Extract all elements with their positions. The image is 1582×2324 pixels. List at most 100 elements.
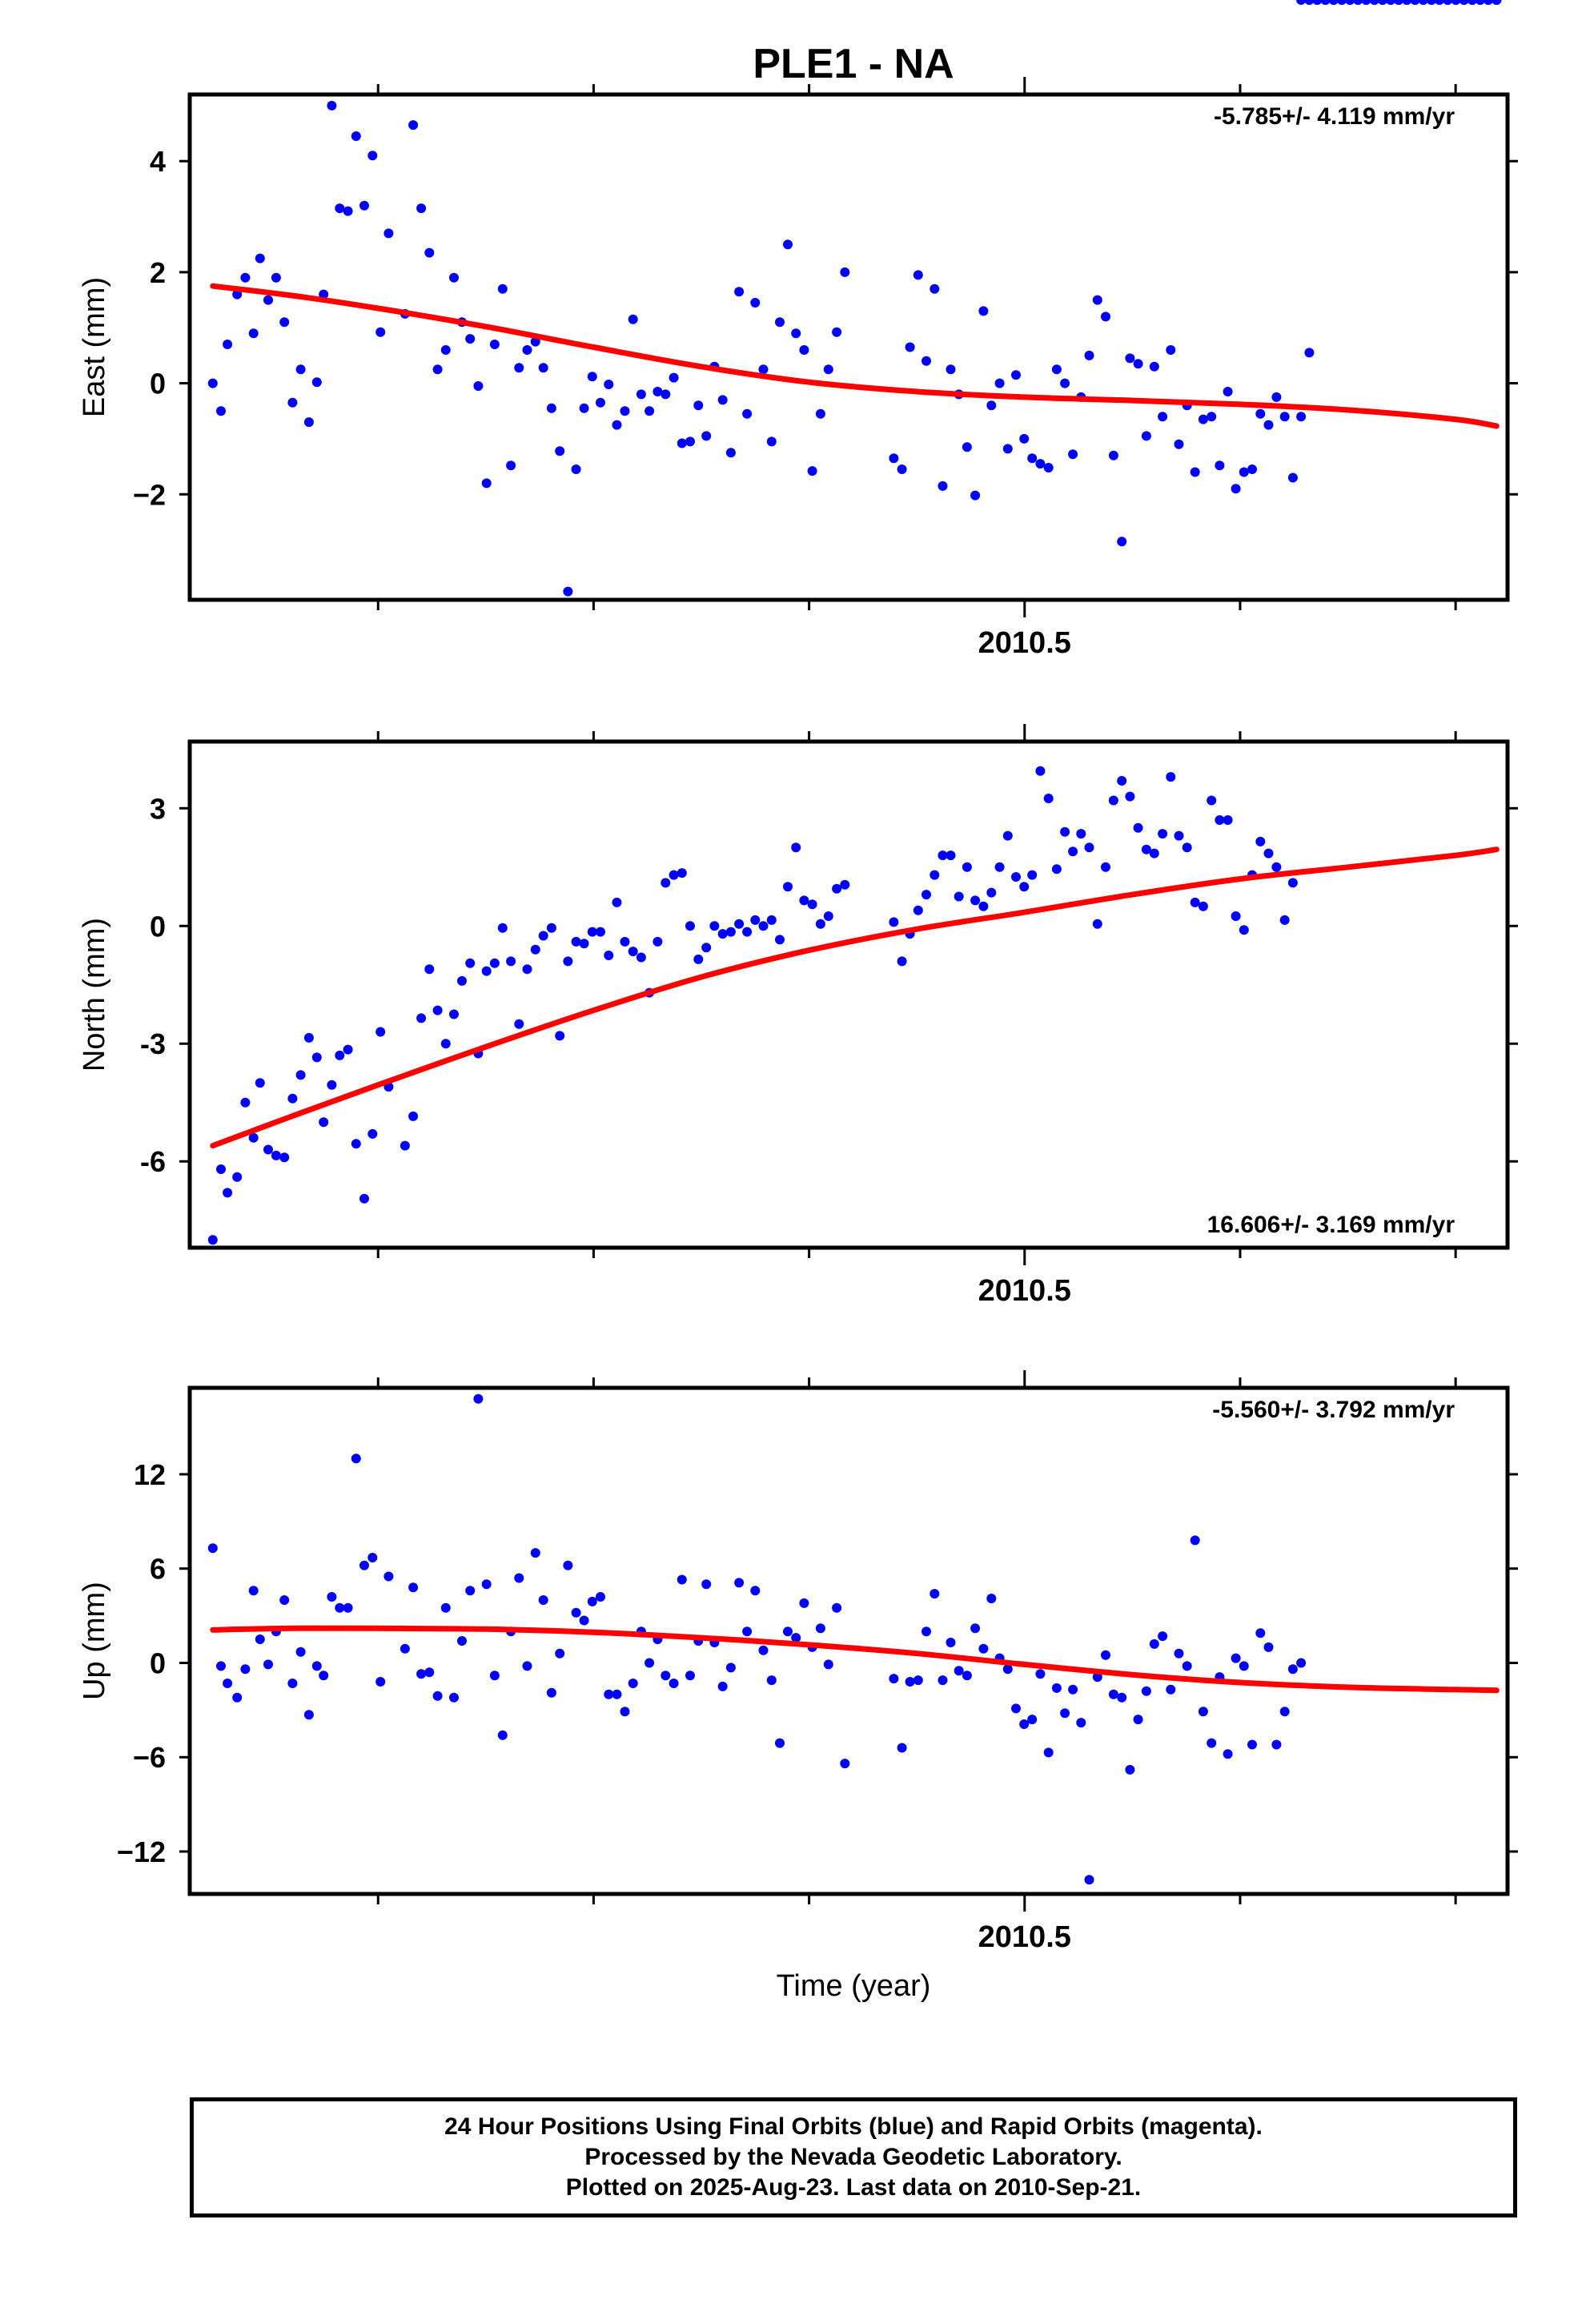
data-point xyxy=(1019,1719,1030,1729)
data-point xyxy=(1279,412,1290,422)
data-point xyxy=(775,317,785,328)
data-point xyxy=(563,586,573,597)
rate-label: 16.606+/- 3.169 mm/yr xyxy=(1207,1212,1456,1238)
data-point xyxy=(954,891,964,902)
data-point xyxy=(295,1647,306,1657)
data-point xyxy=(775,1738,785,1748)
data-point xyxy=(546,403,556,413)
data-point xyxy=(750,1586,761,1596)
data-point xyxy=(1002,1664,1013,1675)
data-point xyxy=(279,1152,290,1163)
data-point xyxy=(1279,1707,1290,1717)
data-point xyxy=(216,1661,226,1671)
data-point xyxy=(408,1582,419,1593)
data-point xyxy=(693,400,704,411)
data-point xyxy=(1051,1683,1062,1693)
data-point xyxy=(457,975,467,986)
data-point xyxy=(717,1681,728,1691)
data-point xyxy=(1386,0,1396,5)
data-point xyxy=(1443,0,1453,5)
data-point xyxy=(832,327,842,337)
data-point xyxy=(1239,467,1249,477)
data-point xyxy=(994,862,1005,872)
data-point xyxy=(343,206,353,216)
data-point xyxy=(1101,312,1110,322)
data-point xyxy=(1027,453,1038,464)
data-point xyxy=(335,203,345,214)
data-point xyxy=(669,372,679,383)
data-point xyxy=(497,1730,508,1740)
data-point xyxy=(232,1692,243,1703)
data-point xyxy=(604,951,614,960)
data-point xyxy=(938,1675,948,1686)
data-point xyxy=(489,1671,500,1681)
data-point xyxy=(930,870,940,880)
data-point xyxy=(734,287,745,297)
data-point xyxy=(408,120,419,131)
plot-frame xyxy=(187,739,1510,1250)
y-axis-label: Up (mm) xyxy=(78,1582,111,1700)
data-point xyxy=(913,270,923,280)
data-point xyxy=(223,1188,233,1198)
data-point xyxy=(986,887,997,898)
data-point xyxy=(783,239,793,250)
data-point xyxy=(1207,795,1217,806)
data-point xyxy=(986,400,997,411)
data-point xyxy=(1076,829,1086,839)
data-point xyxy=(424,1667,435,1678)
data-point xyxy=(506,956,516,967)
data-point xyxy=(538,363,548,373)
data-point xyxy=(840,267,850,277)
data-point xyxy=(319,1671,329,1681)
data-point xyxy=(1068,449,1078,460)
data-point xyxy=(1231,911,1241,921)
data-point xyxy=(783,1626,793,1637)
data-point xyxy=(1467,0,1477,5)
data-point xyxy=(359,1193,369,1204)
data-point xyxy=(1108,795,1118,806)
data-point xyxy=(571,464,581,474)
data-point xyxy=(897,956,907,967)
data-point xyxy=(587,1596,597,1606)
data-point xyxy=(709,921,720,931)
data-point xyxy=(263,1659,273,1670)
data-point xyxy=(1255,836,1266,846)
data-point xyxy=(1011,1703,1021,1714)
rate-label: -5.560+/- 3.792 mm/yr xyxy=(1212,1397,1455,1423)
data-point xyxy=(1279,915,1290,925)
data-point xyxy=(1361,0,1371,5)
data-point xyxy=(1043,463,1054,472)
data-point xyxy=(1239,1661,1249,1671)
data-point xyxy=(1158,1631,1168,1642)
data-point xyxy=(1231,1653,1241,1663)
data-point xyxy=(1263,420,1274,430)
data-point xyxy=(1092,919,1102,929)
data-point xyxy=(1133,1715,1143,1725)
fit-line xyxy=(210,1625,1500,1694)
data-point xyxy=(1092,1672,1102,1683)
data-point xyxy=(279,1595,290,1605)
data-point xyxy=(685,1671,695,1681)
data-point xyxy=(1125,791,1135,802)
data-point xyxy=(303,1032,314,1043)
data-point xyxy=(449,1692,459,1703)
data-point xyxy=(216,1164,226,1174)
data-point xyxy=(271,272,281,283)
data-point xyxy=(327,100,337,111)
data-point xyxy=(311,377,322,388)
y-tick-label: 3 xyxy=(150,792,166,825)
data-point xyxy=(994,378,1005,388)
data-point xyxy=(1043,794,1054,803)
data-point xyxy=(311,1661,322,1671)
data-point xyxy=(677,1574,687,1585)
data-point xyxy=(327,1592,337,1602)
data-point xyxy=(514,1573,524,1583)
data-point xyxy=(207,1543,218,1554)
data-point xyxy=(343,1044,353,1055)
data-point xyxy=(799,1598,809,1608)
data-point xyxy=(416,1669,427,1679)
data-point xyxy=(758,364,769,375)
y-tick-label: −6 xyxy=(133,1741,166,1774)
data-point xyxy=(343,1602,353,1613)
data-point xyxy=(489,958,500,968)
